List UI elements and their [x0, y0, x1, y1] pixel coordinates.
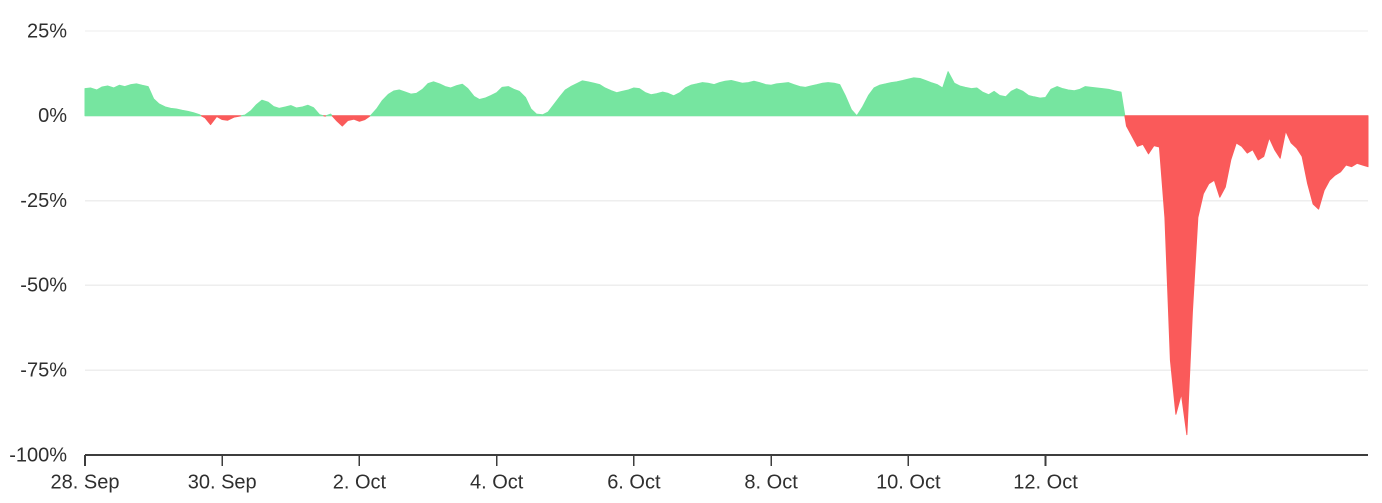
x-tick-label: 12. Oct [1013, 472, 1078, 494]
x-tick-label: 6. Oct [607, 472, 661, 494]
x-tick-label: 4. Oct [470, 472, 524, 494]
negative-area-segment [331, 115, 371, 127]
y-tick-label: 25% [27, 20, 67, 42]
y-tick-labels-group: 25% 0% -25% -50% -75% -100% [9, 20, 67, 466]
x-tick-label: 10. Oct [876, 472, 941, 494]
y-tick-label: -50% [20, 275, 67, 297]
negative-area-segment [1124, 115, 1369, 436]
positive-area-segment [84, 83, 202, 117]
x-tick-label: 8. Oct [744, 472, 798, 494]
x-tick-label: 2. Oct [333, 472, 387, 494]
positive-area-segment [369, 71, 1126, 117]
negative-area-segment [200, 115, 242, 126]
x-tick-labels-group: 28. Sep 30. Sep 2. Oct 4. Oct 6. Oct 8. Oct 10… [51, 472, 1079, 494]
axis-lines-group [84, 454, 1368, 466]
y-tick-label: -75% [20, 359, 67, 381]
x-tick-label: 30. Sep [188, 472, 257, 494]
positive-area-segment [240, 99, 325, 117]
y-tick-label: -25% [20, 190, 67, 212]
positive-area-segment [325, 113, 333, 117]
y-tick-label: -100% [9, 444, 67, 466]
x-tick-label: 28. Sep [51, 472, 120, 494]
area-series-group [84, 71, 1369, 436]
y-tick-label: 0% [38, 105, 67, 127]
